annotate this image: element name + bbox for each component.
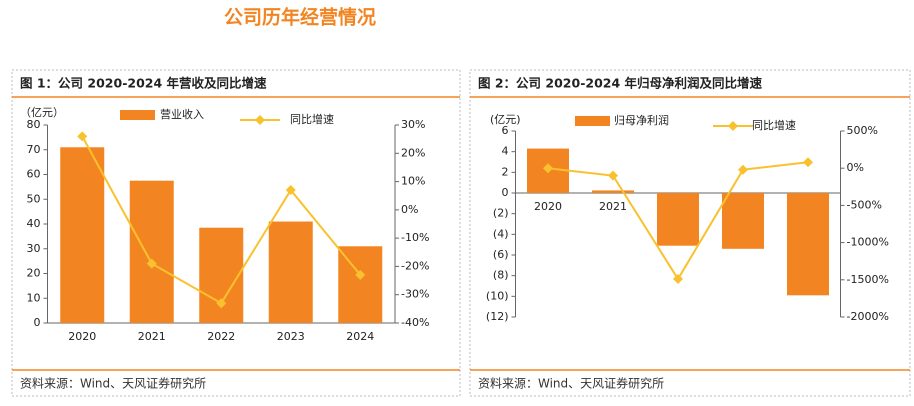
- y2-tick-label: -500%: [847, 198, 882, 211]
- y2-tick-label: -10%: [401, 231, 429, 244]
- y-tick-label: 30: [27, 242, 41, 255]
- y-tick-label: (8): [493, 269, 509, 282]
- x-tick-label: 2024: [346, 330, 374, 343]
- legend-swatch: [120, 110, 155, 120]
- y-tick-label: (12): [486, 310, 509, 323]
- y2-tick-label: -40%: [401, 316, 429, 329]
- bar: [129, 180, 174, 323]
- line-marker: [673, 274, 683, 285]
- line-marker: [608, 170, 618, 181]
- x-tick-label: 2020: [534, 200, 562, 213]
- source-note: 资料来源：Wind、天风证券研究所: [20, 376, 206, 391]
- line-marker: [803, 157, 813, 168]
- y-tick-label: 6: [502, 124, 509, 137]
- y-tick-label: (10): [486, 289, 509, 302]
- y-tick-label: 80: [27, 118, 41, 131]
- y-axis-label: (亿元): [490, 113, 521, 126]
- y-tick-label: 4: [502, 145, 509, 158]
- legend-label: 同比增速: [752, 118, 796, 132]
- bar: [787, 193, 829, 296]
- bar: [268, 221, 313, 323]
- y-tick-label: 10: [27, 291, 41, 304]
- y-tick-label: 60: [27, 168, 41, 181]
- y-tick-label: (4): [493, 227, 509, 240]
- bar: [657, 193, 699, 246]
- y2-tick-label: -20%: [401, 259, 429, 272]
- x-tick-label: 2023: [277, 330, 305, 343]
- x-tick-label: 2020: [68, 330, 96, 343]
- x-tick-label: 2021: [138, 330, 166, 343]
- y2-tick-label: 500%: [847, 124, 878, 137]
- bar: [60, 147, 105, 323]
- line-marker: [146, 258, 157, 269]
- bar: [338, 246, 383, 323]
- y-tick-label: 50: [27, 192, 41, 205]
- y-tick-label: 20: [27, 267, 41, 280]
- line-marker: [285, 185, 296, 196]
- y-tick-label: 2: [502, 165, 509, 178]
- line-marker: [355, 269, 366, 280]
- legend-label: 归母净利润: [614, 113, 669, 127]
- y-tick-label: 0: [34, 316, 41, 329]
- y2-tick-label: -30%: [401, 288, 429, 301]
- y-tick-label: (2): [493, 207, 509, 220]
- y-tick-label: 0: [502, 186, 509, 199]
- x-tick-label: 2022: [207, 330, 235, 343]
- line-marker: [77, 131, 88, 142]
- page-title: 公司历年经营情况: [224, 6, 376, 29]
- legend-marker: [728, 121, 738, 131]
- y2-tick-label: 10%: [401, 175, 425, 188]
- y-axis-label: （亿元）: [20, 106, 64, 119]
- y2-tick-label: 20%: [401, 146, 425, 159]
- y2-tick-label: -1500%: [847, 273, 889, 286]
- legend-label: 同比增速: [290, 112, 334, 126]
- y2-tick-label: 0%: [847, 161, 864, 174]
- panel: [469, 69, 911, 397]
- line-marker: [543, 163, 553, 174]
- y2-tick-label: 30%: [401, 118, 425, 131]
- y2-tick-label: -2000%: [847, 310, 889, 323]
- y-tick-label: 40: [27, 217, 41, 230]
- bar: [592, 190, 634, 193]
- line-marker: [216, 298, 227, 309]
- bar: [722, 193, 764, 249]
- line-marker: [738, 164, 748, 175]
- bar: [199, 227, 244, 323]
- y2-tick-label: 0%: [401, 203, 418, 216]
- panel: [11, 69, 461, 397]
- y-tick-label: 70: [27, 143, 41, 156]
- legend-swatch: [575, 116, 610, 126]
- y2-tick-label: -1000%: [847, 236, 889, 249]
- source-note: 资料来源：Wind、天风证券研究所: [478, 376, 664, 391]
- legend-marker: [255, 115, 265, 125]
- chart-title: 图 2：公司 2020-2024 年归母净利润及同比增速: [478, 76, 763, 91]
- chart-title: 图 1：公司 2020-2024 年营收及同比增速: [20, 76, 267, 91]
- x-tick-label: 2021: [599, 200, 627, 213]
- legend-label: 营业收入: [160, 107, 204, 121]
- y-tick-label: (6): [493, 248, 509, 261]
